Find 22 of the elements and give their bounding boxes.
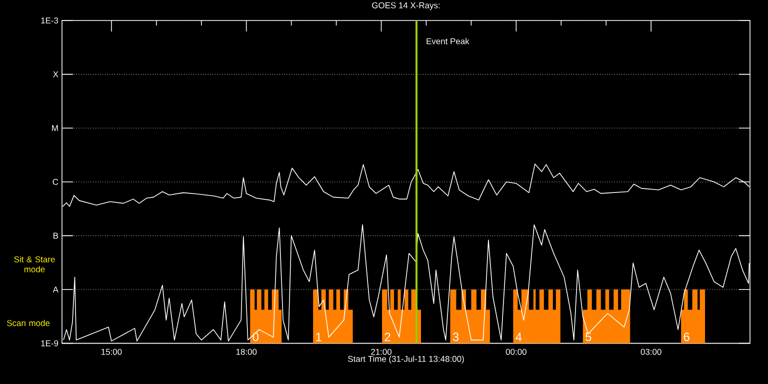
- y-tick-label: A: [52, 286, 58, 292]
- annotation: 3: [452, 332, 459, 342]
- x-tick-label: 18:00: [236, 348, 257, 355]
- y-tick-label: X: [53, 71, 58, 78]
- y-tick-label: 1E-9: [41, 340, 58, 346]
- x-tick-label: 00:00: [506, 348, 526, 355]
- y-tick-label: C: [52, 178, 58, 185]
- annotation: 4: [516, 332, 522, 342]
- y-tick-label: 1E-3: [41, 18, 58, 24]
- x-tick-label: 21:00: [371, 348, 392, 355]
- annotation: 1: [316, 332, 322, 342]
- text: Sit & Stare mode: [14, 256, 55, 272]
- x-tick-label: 15:00: [102, 348, 122, 355]
- annotation: 6: [684, 332, 690, 342]
- y-tick-label: B: [54, 232, 58, 239]
- text: Scan mode: [7, 320, 50, 326]
- y-tick-label: M: [52, 125, 58, 132]
- x-axis-title: Start Time (31-Jul-11 13:48:00): [348, 356, 464, 364]
- ref-line-label: Event Peak: [426, 38, 470, 44]
- annotation: 2: [384, 332, 390, 342]
- chart-title: GOES 14 X-Rays:: [372, 2, 440, 10]
- x-tick-label: 03:00: [640, 348, 662, 355]
